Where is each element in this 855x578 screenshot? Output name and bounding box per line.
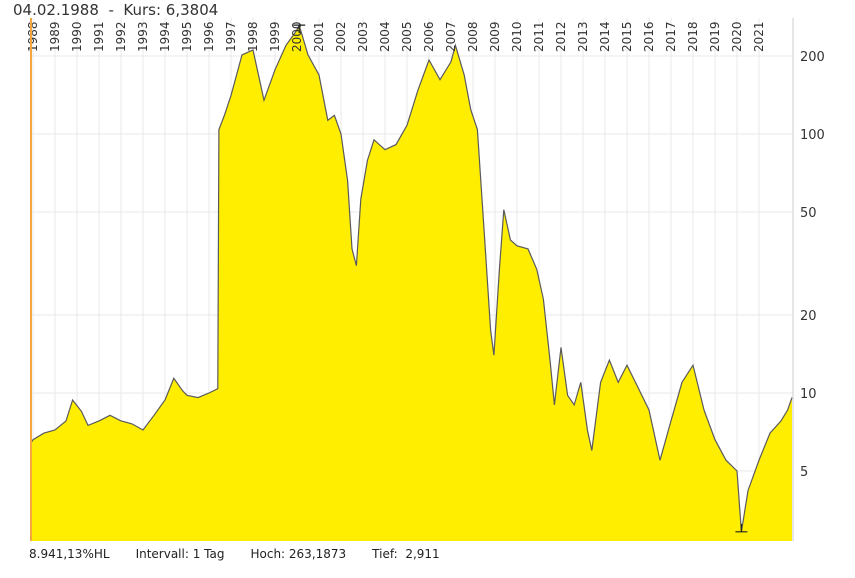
cursor-date: 04.02.1988 <box>13 1 99 19</box>
x-tick-label: 2006 <box>422 21 436 52</box>
x-tick-label: 2012 <box>554 21 568 52</box>
separator: - <box>108 1 114 19</box>
interval-stat[interactable]: Intervall: 1 Tag <box>135 547 225 561</box>
y-tick-label: 5 <box>800 465 808 480</box>
x-tick-label: 1988 <box>26 21 40 52</box>
x-tick-label: 2017 <box>664 21 678 52</box>
x-tick-label: 2019 <box>708 21 722 52</box>
x-tick-label: 2021 <box>752 21 766 52</box>
high-marker <box>293 24 306 34</box>
y-tick-label: 100 <box>800 128 825 143</box>
x-tick-label: 2011 <box>532 21 546 52</box>
x-tick-label: 2014 <box>598 21 612 52</box>
x-tick-label: 2018 <box>686 21 700 52</box>
price-area <box>30 25 793 541</box>
y-tick-label: 200 <box>800 50 825 65</box>
y-tick-label: 50 <box>800 206 817 221</box>
y-tick-label: 20 <box>800 309 817 324</box>
x-tick-label: 2010 <box>510 21 524 52</box>
x-tick-label: 1991 <box>92 21 106 52</box>
x-tick-label: 2007 <box>444 21 458 52</box>
range-stat: 8.941,13%HL <box>29 547 110 561</box>
cursor-price: Kurs: 6,3804 <box>123 1 219 19</box>
chart-footer: 8.941,13%HL Intervall: 1 Tag Hoch: 263,187… <box>29 547 466 561</box>
x-tick-label: 2013 <box>576 21 590 52</box>
x-tick-label: 1997 <box>224 21 238 52</box>
low-stat: Tief: 2,911 <box>372 547 440 561</box>
x-tick-label: 2008 <box>466 21 480 52</box>
low-marker <box>735 523 748 533</box>
x-tick-label: 2015 <box>620 21 634 52</box>
x-tick-label: 1989 <box>48 21 62 52</box>
x-tick-label: 1996 <box>202 21 216 52</box>
x-tick-label: 2020 <box>730 21 744 52</box>
price-line <box>30 23 793 532</box>
x-tick-label: 2000 <box>290 21 304 52</box>
x-tick-label: 1990 <box>70 21 84 52</box>
x-tick-label: 1994 <box>158 21 172 52</box>
x-tick-label: 1999 <box>268 21 282 52</box>
x-tick-label: 2001 <box>312 21 326 52</box>
cursor-readout: 04.02.1988 - Kurs: 6,3804 <box>13 1 218 19</box>
high-stat: Hoch: 263,1873 <box>250 547 347 561</box>
x-tick-label: 1992 <box>114 21 128 52</box>
x-tick-label: 2004 <box>378 21 392 52</box>
x-tick-label: 2009 <box>488 21 502 52</box>
x-tick-label: 1993 <box>136 21 150 52</box>
x-tick-label: 1998 <box>246 21 260 52</box>
x-tick-label: 2016 <box>642 21 656 52</box>
x-tick-label: 2003 <box>356 21 370 52</box>
y-tick-label: 10 <box>800 387 817 402</box>
x-tick-label: 1995 <box>180 21 194 52</box>
x-tick-label: 2005 <box>400 21 414 52</box>
x-tick-label: 2002 <box>334 21 348 52</box>
